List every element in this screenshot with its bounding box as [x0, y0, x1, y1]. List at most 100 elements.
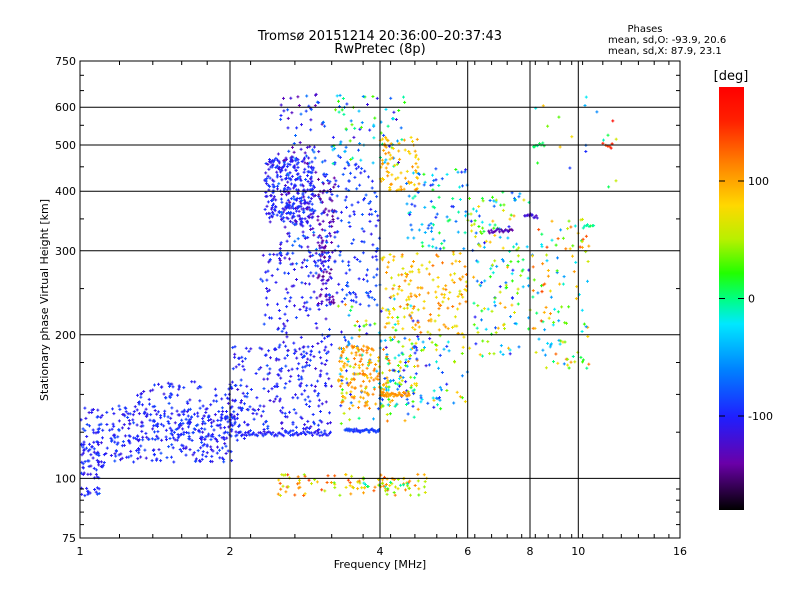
- data-point: [344, 396, 346, 400]
- data-point: [202, 420, 204, 424]
- data-point: [185, 446, 187, 450]
- data-point: [381, 158, 383, 162]
- data-point: [406, 169, 408, 173]
- data-point: [390, 142, 392, 146]
- data-point: [407, 390, 409, 393]
- data-point: [362, 363, 364, 367]
- data-point: [189, 407, 191, 411]
- data-point: [328, 181, 330, 185]
- data-point: [372, 95, 374, 98]
- data-point: [306, 265, 307, 268]
- data-point: [378, 331, 380, 335]
- data-point: [387, 174, 389, 178]
- data-point: [297, 165, 299, 169]
- data-point: [269, 258, 271, 261]
- data-point: [279, 397, 281, 401]
- data-point: [438, 301, 440, 305]
- data-point: [345, 127, 347, 131]
- data-point: [396, 402, 398, 406]
- data-point: [392, 378, 394, 382]
- data-point: [232, 424, 234, 428]
- data-point: [414, 328, 416, 331]
- data-point: [482, 226, 484, 230]
- data-point: [342, 172, 344, 176]
- data-point: [463, 247, 465, 251]
- data-point: [160, 414, 162, 418]
- data-point: [361, 121, 363, 125]
- data-point: [389, 400, 391, 404]
- data-point: [416, 187, 418, 191]
- data-point: [397, 364, 399, 367]
- data-point: [312, 413, 314, 416]
- data-point: [415, 372, 417, 376]
- data-point: [457, 230, 459, 234]
- data-point: [334, 182, 336, 186]
- data-point: [324, 429, 326, 433]
- data-point: [301, 377, 303, 381]
- data-point: [417, 157, 419, 161]
- data-point: [311, 383, 313, 387]
- data-point: [118, 419, 120, 423]
- data-point: [352, 372, 354, 376]
- data-point: [465, 289, 467, 293]
- data-point: [393, 283, 395, 287]
- data-point: [93, 450, 95, 454]
- data-point: [437, 285, 439, 289]
- data-point: [276, 382, 278, 386]
- data-point: [295, 168, 297, 172]
- data-point: [354, 362, 356, 366]
- data-point: [386, 384, 388, 388]
- data-point: [387, 265, 389, 269]
- data-point: [417, 335, 419, 338]
- data-point: [322, 274, 324, 278]
- data-point: [287, 180, 289, 184]
- data-point: [171, 393, 173, 397]
- data-point: [103, 453, 105, 457]
- data-point: [317, 423, 319, 427]
- data-point: [293, 215, 295, 219]
- data-point: [395, 118, 397, 121]
- data-point: [306, 207, 308, 211]
- data-point: [303, 201, 305, 205]
- data-point: [332, 162, 334, 166]
- data-point: [420, 396, 422, 400]
- data-point: [141, 392, 143, 396]
- data-point: [154, 409, 156, 412]
- data-point: [412, 346, 413, 350]
- data-point: [334, 209, 336, 213]
- data-point: [97, 440, 99, 444]
- data-point: [134, 405, 136, 409]
- data-point: [193, 427, 195, 431]
- data-point: [382, 142, 383, 146]
- data-point: [457, 295, 459, 298]
- data-point: [232, 398, 234, 402]
- data-point: [391, 146, 393, 150]
- data-point: [204, 437, 206, 441]
- data-point: [201, 435, 203, 439]
- data-point: [528, 200, 530, 204]
- data-point: [317, 276, 319, 280]
- data-point: [375, 254, 377, 258]
- data-point: [494, 296, 496, 300]
- data-point: [269, 176, 271, 180]
- data-point: [112, 407, 113, 411]
- data-point: [451, 262, 453, 266]
- data-point: [350, 401, 352, 405]
- data-point: [391, 156, 393, 160]
- data-point: [417, 407, 419, 411]
- data-point: [305, 309, 307, 312]
- data-point: [295, 393, 296, 397]
- data-point: [161, 385, 163, 389]
- data-point: [310, 296, 312, 300]
- data-point: [268, 349, 270, 353]
- data-point: [183, 430, 185, 434]
- data-point: [244, 357, 246, 361]
- data-point: [325, 287, 327, 290]
- data-point: [385, 381, 387, 385]
- data-point: [186, 410, 188, 414]
- data-point: [375, 363, 377, 366]
- data-point: [318, 101, 320, 105]
- data-point: [320, 267, 321, 271]
- data-point: [165, 396, 167, 400]
- data-point: [496, 264, 498, 268]
